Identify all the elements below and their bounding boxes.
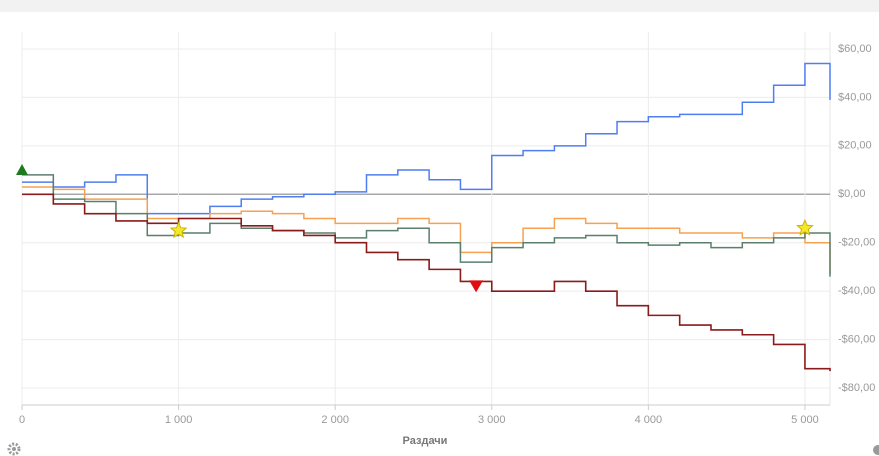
x-axis-title: Раздачи	[403, 435, 448, 447]
series-line	[22, 174, 831, 277]
marker-triangle-down	[469, 280, 484, 293]
y-tick-label: -$40,00	[838, 285, 875, 297]
y-tick-label: -$80,00	[838, 382, 875, 394]
y-tick-label: $60,00	[838, 43, 872, 55]
marker-star	[169, 221, 188, 239]
y-tick-label: $20,00	[838, 140, 872, 152]
x-tick-label: 2 000	[321, 414, 349, 426]
y-tick-label: $0,00	[838, 188, 866, 200]
top-bar	[0, 0, 879, 12]
marker-triangle-up	[16, 164, 28, 176]
x-tick-label: 1 000	[165, 414, 193, 426]
x-tick-label: 4 000	[635, 414, 663, 426]
corner-icon[interactable]	[873, 445, 879, 455]
series-line	[22, 186, 831, 275]
x-tick-label: 5 000	[791, 414, 819, 426]
y-tick-label: -$60,00	[838, 334, 875, 346]
x-tick-label: 0	[19, 414, 25, 426]
settings-icon[interactable]	[7, 442, 21, 456]
marker-star	[796, 218, 814, 236]
y-tick-label: -$20,00	[838, 237, 875, 249]
x-tick-label: 3 000	[478, 414, 506, 426]
y-tick-label: $40,00	[838, 91, 872, 103]
series-line	[22, 193, 831, 372]
series-line	[22, 62, 831, 215]
